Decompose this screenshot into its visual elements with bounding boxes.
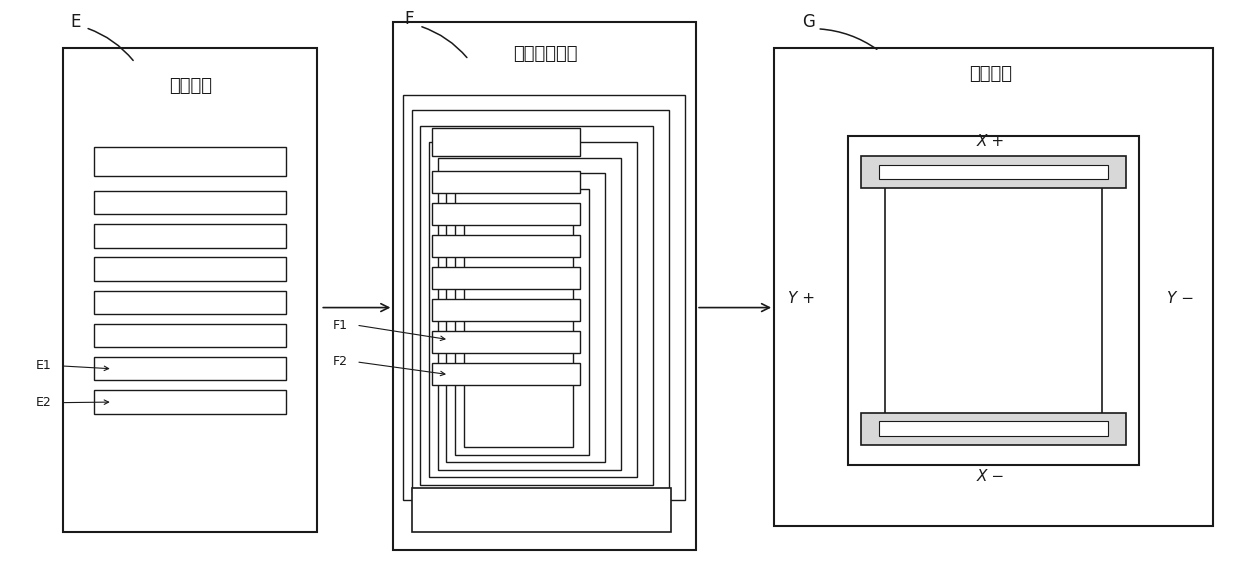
Text: Y −: Y − [1167, 291, 1194, 306]
Bar [431, 128, 580, 156]
Bar [94, 357, 286, 380]
Bar [411, 110, 669, 492]
Bar [429, 142, 637, 478]
Text: Y +: Y + [788, 291, 815, 306]
Bar [455, 189, 589, 455]
Bar [63, 48, 317, 532]
Bar [774, 48, 1213, 526]
Text: E2: E2 [36, 396, 52, 409]
Bar [431, 363, 580, 385]
Text: G: G [803, 13, 815, 31]
Bar [446, 173, 605, 462]
Bar [431, 171, 580, 193]
Bar [437, 158, 621, 470]
Bar [411, 488, 672, 532]
Bar [431, 299, 580, 321]
Bar [393, 22, 696, 550]
Bar [420, 126, 653, 485]
Bar [463, 205, 572, 447]
Text: X +: X + [976, 134, 1005, 149]
Text: E: E [71, 13, 81, 31]
Bar [94, 191, 286, 214]
Text: 通断控制模块: 通断控制模块 [513, 45, 577, 63]
Bar [861, 156, 1126, 188]
Bar [94, 390, 286, 414]
Bar [886, 179, 1101, 424]
Bar [94, 324, 286, 347]
Bar [431, 234, 580, 257]
Text: F1: F1 [333, 319, 348, 332]
Bar [880, 165, 1108, 179]
Bar [431, 267, 580, 289]
Bar [403, 95, 685, 500]
Bar [431, 331, 580, 353]
Text: F2: F2 [333, 355, 348, 369]
Bar [880, 421, 1108, 436]
Bar [94, 257, 286, 281]
Bar [861, 413, 1126, 445]
Text: F: F [404, 10, 414, 28]
Bar [431, 203, 580, 225]
Text: 电源模块: 电源模块 [169, 77, 212, 95]
Text: E1: E1 [36, 359, 52, 372]
Bar [94, 147, 286, 176]
Bar [849, 135, 1139, 465]
Bar [94, 224, 286, 247]
Bar [94, 291, 286, 314]
Text: 磁控装置: 磁控装置 [969, 65, 1012, 83]
Text: X −: X − [976, 469, 1005, 484]
